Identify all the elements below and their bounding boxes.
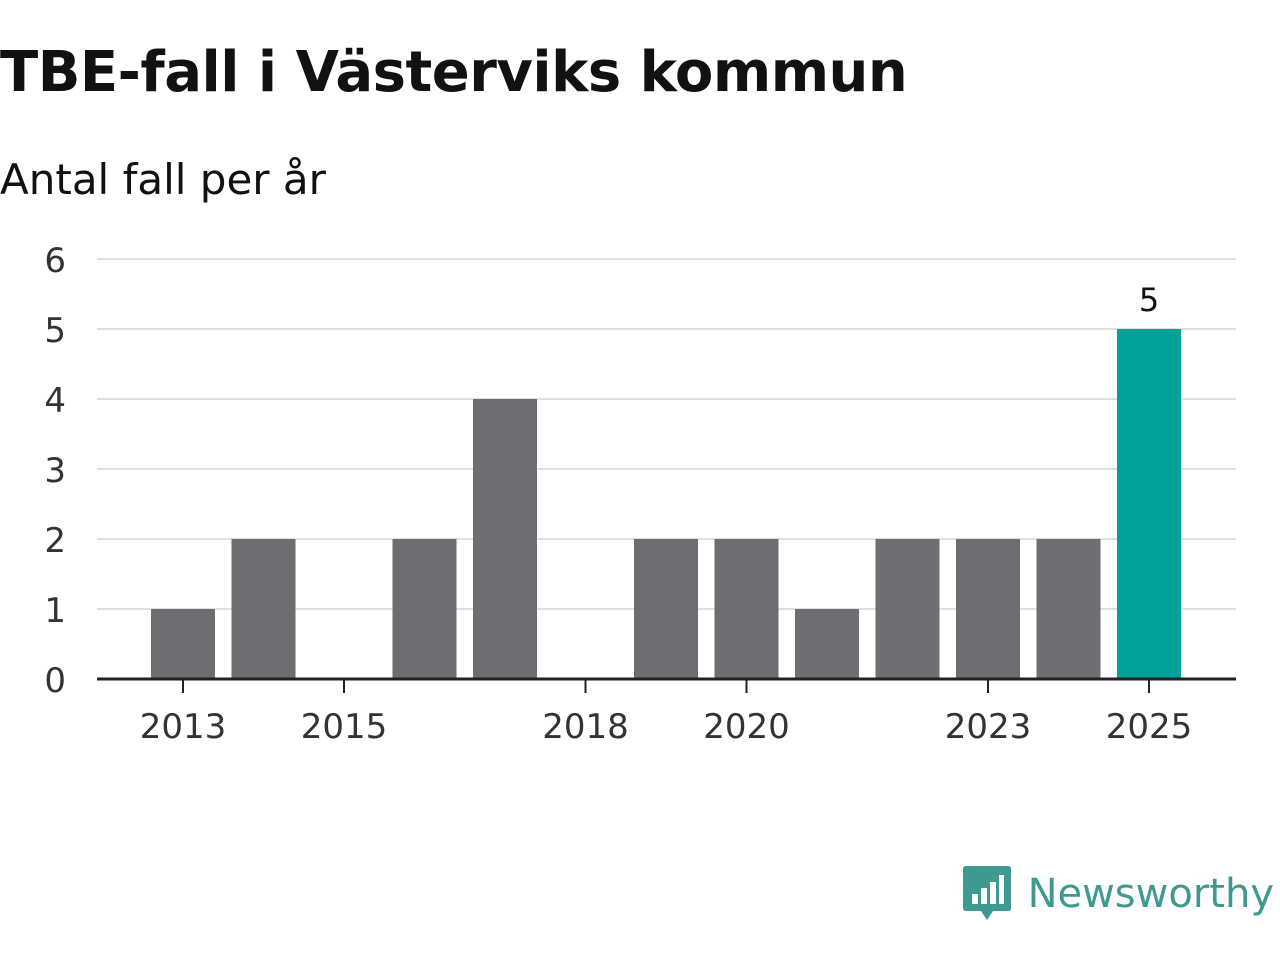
y-tick-label: 0 <box>44 661 66 701</box>
newsworthy-logo-icon <box>962 866 1011 920</box>
x-tick-label: 2020 <box>703 707 790 747</box>
x-tick-label: 2015 <box>301 707 388 747</box>
y-axis-ticks: 0 1 2 3 4 5 6 <box>44 241 66 701</box>
x-axis-ticks: 2013 2015 2018 2020 2023 2025 <box>140 679 1193 747</box>
bar-2017 <box>473 399 537 679</box>
bar-2019 <box>634 539 698 679</box>
bar-2022 <box>875 539 940 679</box>
x-tick-label: 2018 <box>542 707 629 747</box>
bar-chart: 0 1 2 3 4 5 6 5 2013 2015 2018 2020 2023 2025 <box>44 241 1236 747</box>
bar-2021 <box>795 609 859 679</box>
y-tick-label: 2 <box>44 521 66 561</box>
bar-2020 <box>714 539 779 679</box>
y-tick-label: 6 <box>44 241 66 281</box>
bar-2023 <box>956 539 1020 679</box>
bar-2025 <box>1117 329 1181 679</box>
bar-2013 <box>151 609 215 679</box>
chart-title: TBE-fall i Västerviks kommun <box>0 40 908 105</box>
brand-name: Newsworthy <box>1027 871 1274 917</box>
y-tick-label: 3 <box>44 451 66 491</box>
bar-2014 <box>231 539 296 679</box>
bars <box>151 329 1181 679</box>
bar-2024 <box>1036 539 1101 679</box>
y-tick-label: 1 <box>44 591 66 631</box>
brand-footer: Newsworthy <box>962 864 1274 924</box>
data-label-2025: 5 <box>1139 281 1159 319</box>
bar-2016 <box>392 539 457 679</box>
chart-subtitle: Antal fall per år <box>0 155 326 204</box>
x-tick-label: 2025 <box>1106 707 1193 747</box>
x-tick-label: 2023 <box>945 707 1032 747</box>
y-tick-label: 5 <box>44 311 66 351</box>
x-tick-label: 2013 <box>140 707 227 747</box>
y-tick-label: 4 <box>44 381 66 421</box>
data-labels: 5 <box>1139 281 1159 319</box>
